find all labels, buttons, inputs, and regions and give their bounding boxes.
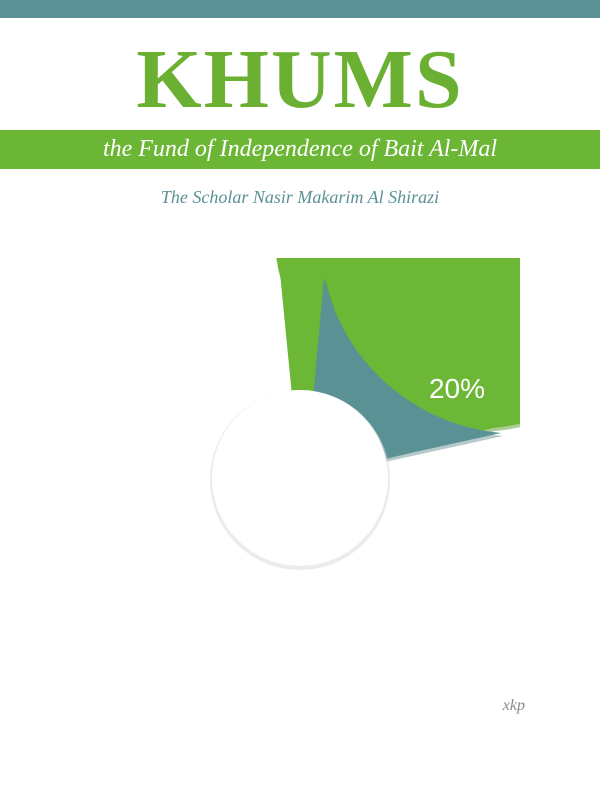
watermark-text: xkp bbox=[503, 697, 525, 715]
slice-80-label: 80% bbox=[200, 588, 284, 636]
subtitle-text: the Fund of Independence of Bait Al-Mal bbox=[0, 136, 600, 163]
inner-hole bbox=[212, 390, 388, 566]
top-accent-bar bbox=[0, 0, 600, 18]
author-text: The Scholar Nasir Makarim Al Shirazi bbox=[0, 187, 600, 208]
donut-chart: 80% 20% bbox=[80, 258, 520, 698]
donut-svg bbox=[80, 258, 520, 698]
subtitle-bar: the Fund of Independence of Bait Al-Mal bbox=[0, 130, 600, 169]
main-title: KHUMS bbox=[0, 38, 600, 122]
slice-20-label: 20% bbox=[429, 373, 485, 405]
